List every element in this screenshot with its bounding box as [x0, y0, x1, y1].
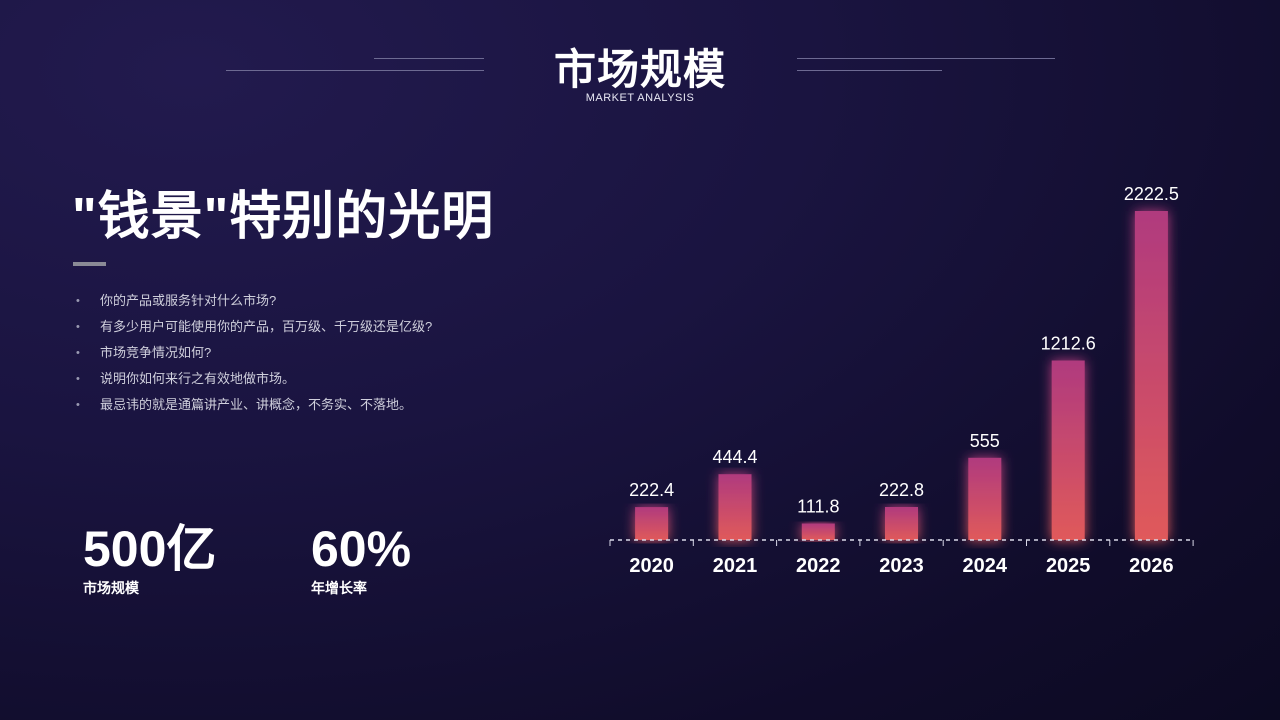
header-deco-line-right-bottom — [797, 70, 942, 71]
stat-label: 年增长率 — [311, 580, 367, 596]
data-label-2023: 222.8 — [879, 480, 924, 500]
page-title: 市场规模 — [553, 46, 726, 93]
bullet-list: 你的产品或服务针对什么市场? 有多少用户可能使用你的产品，百万级、千万级还是亿级… — [76, 288, 432, 418]
data-label-2022: 111.8 — [797, 497, 839, 517]
bar-2020 — [635, 507, 669, 540]
data-label-2020: 222.4 — [629, 480, 674, 500]
bullet-item: 最忌讳的就是通篇讲产业、讲概念，不务实、不落地。 — [76, 392, 432, 418]
data-label-2024: 555 — [970, 431, 1000, 451]
header-deco-line-right-top — [797, 58, 1055, 59]
bar-2021 — [718, 474, 752, 540]
bullet-item: 市场竞争情况如何? — [76, 340, 432, 366]
bullet-item: 说明你如何来行之有效地做市场。 — [76, 366, 432, 392]
bullet-item: 你的产品或服务针对什么市场? — [76, 288, 432, 314]
data-label-2026: 2222.5 — [1124, 184, 1179, 204]
tick-label-2020: 2020 — [629, 555, 674, 577]
tick-label-2021: 2021 — [713, 555, 758, 577]
header-deco-line-left-bottom — [226, 70, 484, 71]
bar-2022 — [801, 523, 835, 540]
bars-layer — [635, 211, 1168, 540]
page-subtitle: MARKET ANALYSIS — [585, 92, 695, 104]
tick-label-2024: 2024 — [963, 555, 1008, 577]
tick-label-2023: 2023 — [879, 555, 924, 577]
tick-label-2026: 2026 — [1129, 555, 1174, 577]
tick-label-2022: 2022 — [796, 555, 841, 577]
data-label-2025: 1212.6 — [1041, 334, 1096, 354]
labels-layer: 222.4 2020 444.4 2021 111.8 2022 222.8 2023 555 2… — [629, 184, 1179, 577]
tick-label-2025: 2025 — [1046, 555, 1091, 577]
headline: "钱景"特别的光明 — [72, 188, 495, 246]
stat-label: 市场规模 — [83, 580, 139, 596]
bar-2023 — [885, 507, 918, 540]
bar-2024 — [968, 457, 1002, 540]
bar-2025 — [1051, 360, 1085, 540]
header-deco-line-left-top — [374, 58, 484, 59]
stat-value: 60% — [311, 521, 412, 577]
headline-divider — [73, 262, 106, 266]
bar-2026 — [1134, 211, 1168, 540]
stat-growth-rate: 60% 年增长率 — [311, 520, 411, 598]
bullet-item: 有多少用户可能使用你的产品，百万级、千万级还是亿级? — [76, 314, 432, 340]
data-label-2021: 444.4 — [712, 447, 757, 467]
stat-value: 500亿 — [83, 521, 217, 577]
stat-market-size: 500亿 市场规模 — [83, 520, 216, 598]
ticks-layer — [609, 540, 1194, 546]
